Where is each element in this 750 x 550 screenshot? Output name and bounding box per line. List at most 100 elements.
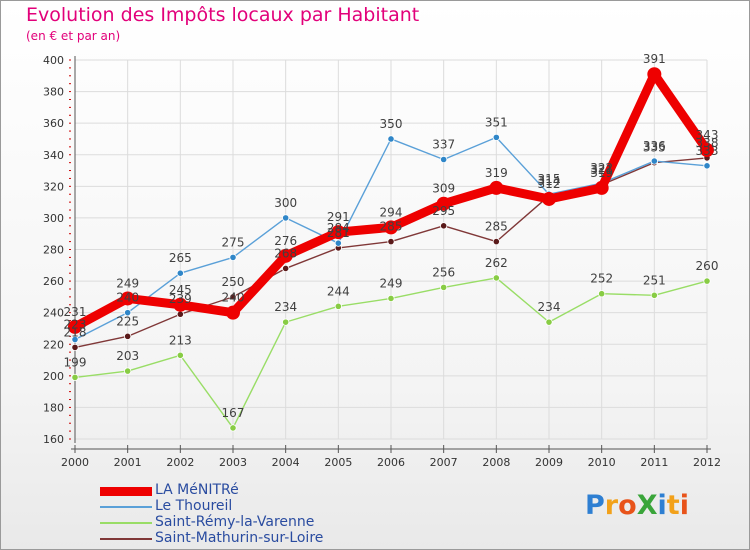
data-label: 321 [590,163,613,177]
data-point [120,291,135,306]
data-point [282,214,290,222]
data-label: 319 [485,166,508,180]
data-point [229,253,237,261]
data-point [71,335,79,344]
x-tick-label: 2010 [588,456,616,469]
chart-subtitle: (en € et par an) [26,29,121,43]
data-label: 285 [380,220,403,234]
x-tick-label: 2003 [219,456,247,469]
data-label: 167 [222,406,245,420]
data-label: 260 [696,259,719,273]
data-point [700,143,714,158]
data-point [492,238,500,246]
x-tick-label: 2011 [640,456,668,469]
data-label: 285 [485,220,508,234]
data-label: 295 [432,204,455,218]
data-point [229,424,237,432]
data-point [387,238,395,246]
data-point [650,291,658,299]
data-label: 218 [64,325,87,339]
data-point [384,220,398,235]
data-label: 199 [64,355,87,369]
y-tick-label: 400 [43,54,64,67]
logo-letter: o [618,490,637,521]
data-point [278,248,293,263]
x-tick-label: 2007 [430,456,458,469]
x-tick-label: 2005 [324,456,352,469]
data-label: 249 [116,276,139,290]
data-label: 350 [380,117,403,131]
logo-letter: P [585,490,605,521]
y-tick-label: 340 [43,149,64,162]
data-point [647,67,662,82]
logo-letter: X [636,490,658,521]
x-tick-label: 2001 [114,456,142,469]
data-point [124,309,132,317]
data-label: 250 [222,275,245,289]
data-label: 351 [485,115,508,129]
data-point [703,162,711,170]
y-tick-label: 380 [43,86,64,99]
data-point [440,222,448,230]
data-label: 268 [274,246,297,260]
data-point [71,373,79,382]
data-point [436,196,451,211]
data-point [282,264,290,273]
data-point [176,351,184,359]
data-point [124,332,132,340]
y-tick-label: 220 [43,338,64,351]
data-label: 291 [327,210,350,224]
data-label: 322 [590,161,613,175]
grid-layer [74,59,708,440]
data-point [650,157,658,165]
legend-swatch [100,486,152,496]
data-label: 239 [169,292,192,306]
data-point [387,294,395,303]
data-label: 213 [169,333,192,347]
data-label: 262 [485,256,508,270]
data-label: 336 [643,139,666,153]
data-label: 249 [380,276,403,290]
data-label: 338 [696,136,719,150]
data-label: 333 [696,144,719,158]
data-point [492,274,500,282]
data-label: 335 [643,141,666,155]
y-tick-label: 320 [43,180,64,193]
y-tick-label: 280 [43,244,64,257]
data-point [282,318,290,326]
data-label: 240 [222,291,245,305]
legend-swatch [100,537,152,540]
data-point [334,302,342,310]
data-label: 315 [538,172,561,186]
data-point [124,367,132,375]
y-tick-label: 180 [43,401,64,414]
x-tick-label: 2002 [166,456,194,469]
y-tick-label: 360 [43,117,64,130]
data-label: 275 [222,235,245,249]
data-point [331,225,346,240]
data-label: 309 [432,182,455,196]
legend-label: Le Thoureil [155,498,233,514]
y-tick-label: 260 [43,275,64,288]
chart-title: Evolution des Impôts locaux par Habitant [26,4,420,26]
data-label: 300 [274,196,297,210]
label-layer: 199 203 213 167 234 244 249 256 262 234 252 251 260 2… [64,52,719,420]
legend-label: LA MéNITRé [155,482,239,498]
data-label: 314 [538,174,561,188]
x-tick-label: 2009 [535,456,563,469]
data-label: 225 [116,314,139,328]
data-label: 319 [590,166,613,180]
y-tick-label: 300 [43,212,64,225]
data-label: 252 [590,272,613,286]
proxiti-logo: ProXiti [585,490,689,521]
data-label: 223 [64,318,87,332]
legend-label: Saint-Rémy-la-Varenne [155,514,315,530]
data-label: 245 [169,283,192,297]
data-label: 251 [643,273,666,287]
x-tick-label: 2012 [693,456,721,469]
x-tick-label: 2000 [61,456,89,469]
y-tick-label: 160 [43,433,64,446]
logo-letter: i [679,490,689,521]
data-point [387,135,395,143]
legend-item-la-menitre: LA MéNITRé [100,482,430,499]
